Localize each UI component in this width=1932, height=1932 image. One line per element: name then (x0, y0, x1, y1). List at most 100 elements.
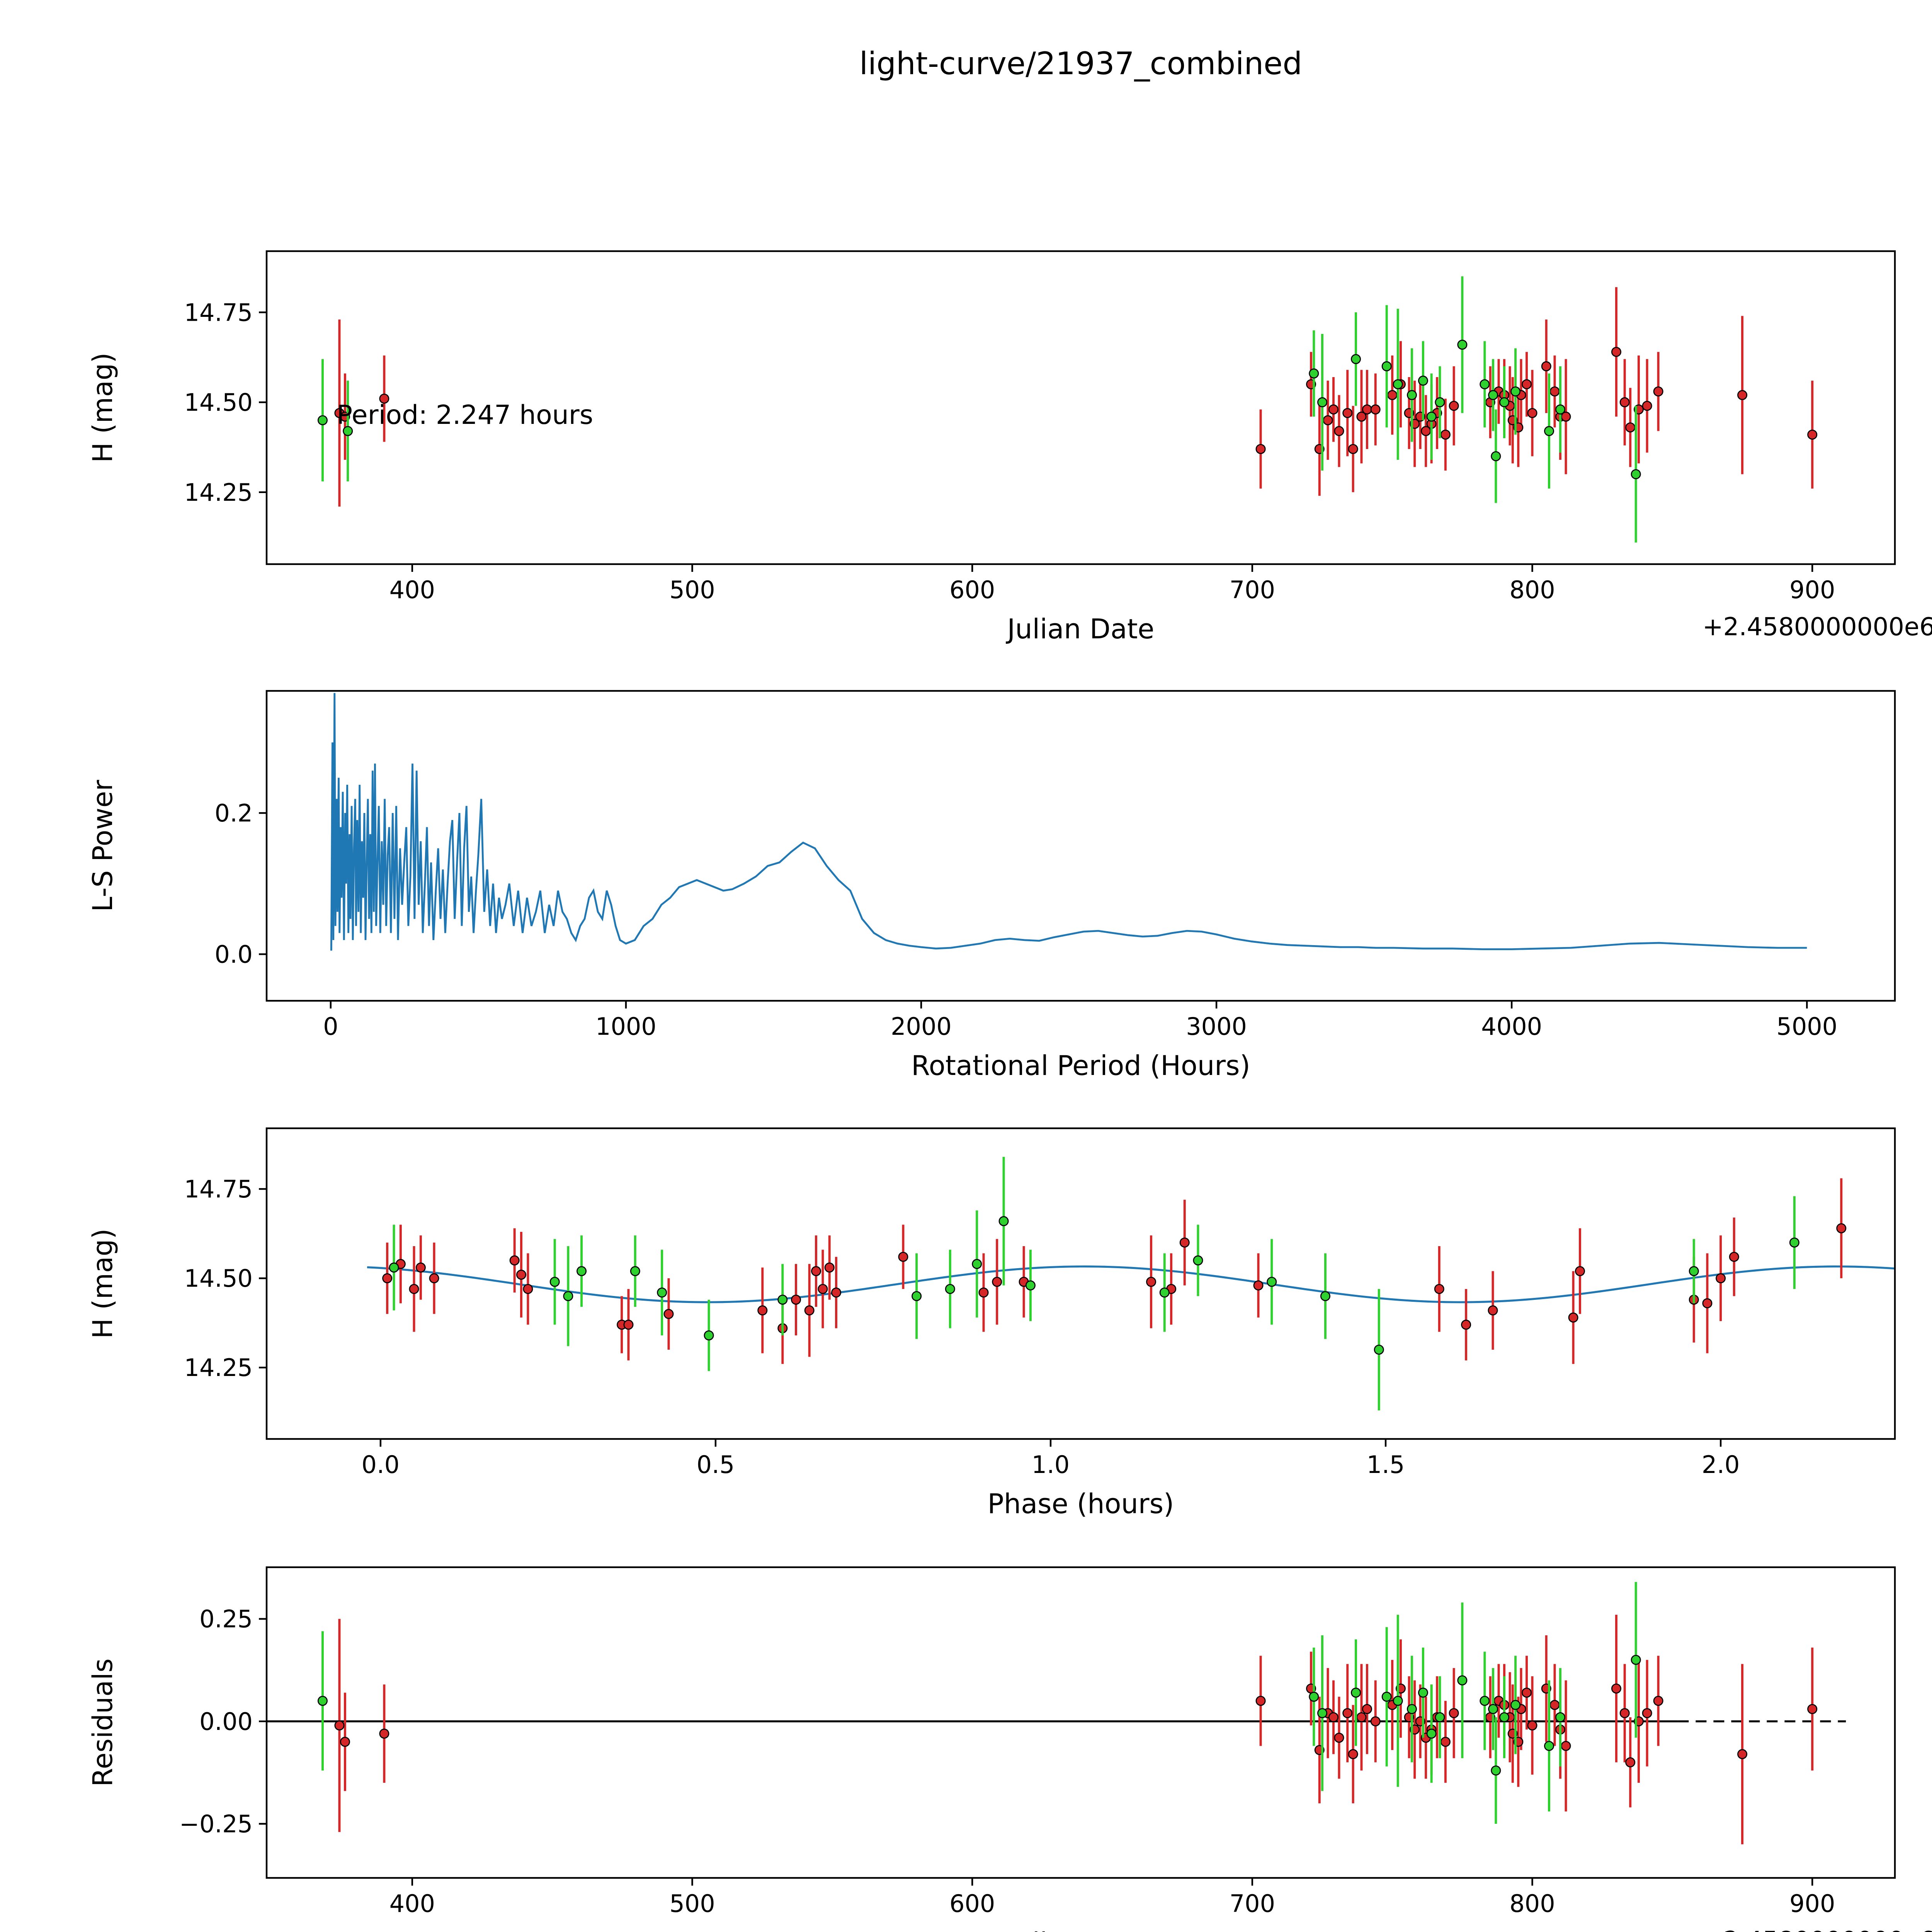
data-point (1317, 397, 1328, 408)
data-point (1541, 361, 1551, 371)
y-tick-label: 0.0 (214, 940, 253, 968)
data-point (1309, 368, 1319, 379)
y-axis-label: L-S Power (87, 780, 119, 912)
data-point (1393, 1696, 1403, 1706)
data-point (1625, 1757, 1636, 1767)
axes-frame (265, 1127, 1896, 1440)
axes-frame (265, 690, 1896, 1002)
data-point (1611, 347, 1621, 357)
data-point (317, 1696, 328, 1706)
data-point (1179, 1237, 1190, 1248)
data-point (972, 1259, 982, 1269)
data-point (1406, 390, 1417, 400)
data-point (1611, 1683, 1621, 1694)
x-tick-label: 0 (323, 1012, 338, 1041)
x-tick-label: 2000 (891, 1012, 952, 1041)
data-point (757, 1305, 768, 1316)
data-point (1317, 1708, 1328, 1718)
x-tick-label: 1.5 (1367, 1451, 1405, 1479)
data-point (1253, 1280, 1264, 1291)
data-point (415, 1262, 426, 1273)
x-tick-label: 4000 (1481, 1012, 1542, 1041)
data-point (1255, 444, 1266, 454)
data-point (1328, 1712, 1339, 1723)
axes-frame (265, 250, 1896, 565)
panel-lightcurve: Period: 2.247 hours 400 500 600 700 800 900 14.… (87, 250, 1932, 645)
x-tick-label: 700 (1230, 576, 1275, 604)
data-point (1642, 401, 1652, 411)
x-tick-label: 600 (949, 576, 995, 604)
data-point (1435, 1712, 1445, 1723)
data-point (1619, 1708, 1630, 1718)
x-axis-label: Julian Date (1006, 613, 1155, 645)
data-point (1426, 1728, 1437, 1739)
data-point (1457, 340, 1468, 350)
data-point (1146, 1277, 1156, 1287)
data-point (978, 1287, 989, 1298)
data-point (382, 1273, 393, 1284)
x-tick-label: 800 (1509, 1889, 1555, 1918)
data-point (1555, 404, 1566, 415)
data-point (831, 1287, 842, 1298)
data-point (1348, 1749, 1358, 1759)
data-point (1457, 1675, 1468, 1685)
data-point (1702, 1298, 1713, 1308)
lightcurve-content (317, 276, 1818, 543)
data-point (804, 1305, 815, 1316)
data-point (343, 426, 353, 436)
data-point (1350, 354, 1361, 364)
data-point (630, 1266, 640, 1276)
data-point (1328, 404, 1339, 415)
data-point (1631, 469, 1641, 480)
axes-frame (265, 1566, 1896, 1879)
panel-phase: 0.0 0.5 1.0 1.5 2.0 14.25 14.50 14.75 Phase (hou… (87, 1127, 1896, 1520)
x-tick-label: 700 (1230, 1889, 1275, 1918)
x-tick-label: 800 (1509, 576, 1555, 604)
data-point (509, 1255, 520, 1265)
data-point (1561, 1741, 1571, 1751)
data-point (1522, 379, 1532, 389)
x-axis-label: Rotational Period (Hours) (911, 1050, 1250, 1082)
data-point (1716, 1273, 1726, 1284)
data-point (1488, 390, 1498, 400)
data-point (1836, 1223, 1847, 1233)
data-point (1440, 429, 1451, 440)
data-point (1320, 1291, 1330, 1301)
data-point (1491, 1765, 1501, 1776)
data-point (1461, 1320, 1471, 1330)
data-point (1549, 386, 1560, 397)
data-point (1449, 1708, 1459, 1718)
data-point (1544, 426, 1554, 436)
y-tick-label: 0.25 (199, 1605, 253, 1633)
data-point (1025, 1280, 1036, 1291)
data-point (1527, 408, 1537, 418)
data-point (1159, 1287, 1170, 1298)
data-point (1491, 451, 1501, 461)
x-axis-offset-label: +2.4580000000e6 (1702, 1927, 1932, 1932)
data-point (657, 1287, 667, 1298)
residuals-content (267, 1582, 1846, 1845)
y-tick-label: 0.00 (199, 1708, 253, 1736)
data-point (317, 415, 328, 425)
data-point (429, 1273, 439, 1284)
data-point (1370, 1716, 1381, 1726)
data-point (1334, 1733, 1344, 1743)
data-point (577, 1266, 587, 1276)
data-point (1642, 1708, 1652, 1718)
data-point (1510, 1700, 1521, 1710)
x-axis-offset-label: +2.4580000000e6 (1702, 613, 1932, 641)
x-tick-label: 600 (949, 1889, 995, 1918)
data-point (1348, 444, 1358, 454)
data-point (389, 1262, 399, 1273)
data-point (1575, 1266, 1585, 1276)
data-point (1480, 379, 1490, 389)
data-point (1789, 1237, 1799, 1248)
data-point (1387, 390, 1398, 400)
data-point (663, 1309, 674, 1319)
y-tick-label: 14.75 (184, 298, 253, 327)
data-point (623, 1320, 634, 1330)
periodogram-content (330, 693, 1807, 951)
x-tick-label: 400 (389, 576, 435, 604)
data-point (1689, 1266, 1699, 1276)
